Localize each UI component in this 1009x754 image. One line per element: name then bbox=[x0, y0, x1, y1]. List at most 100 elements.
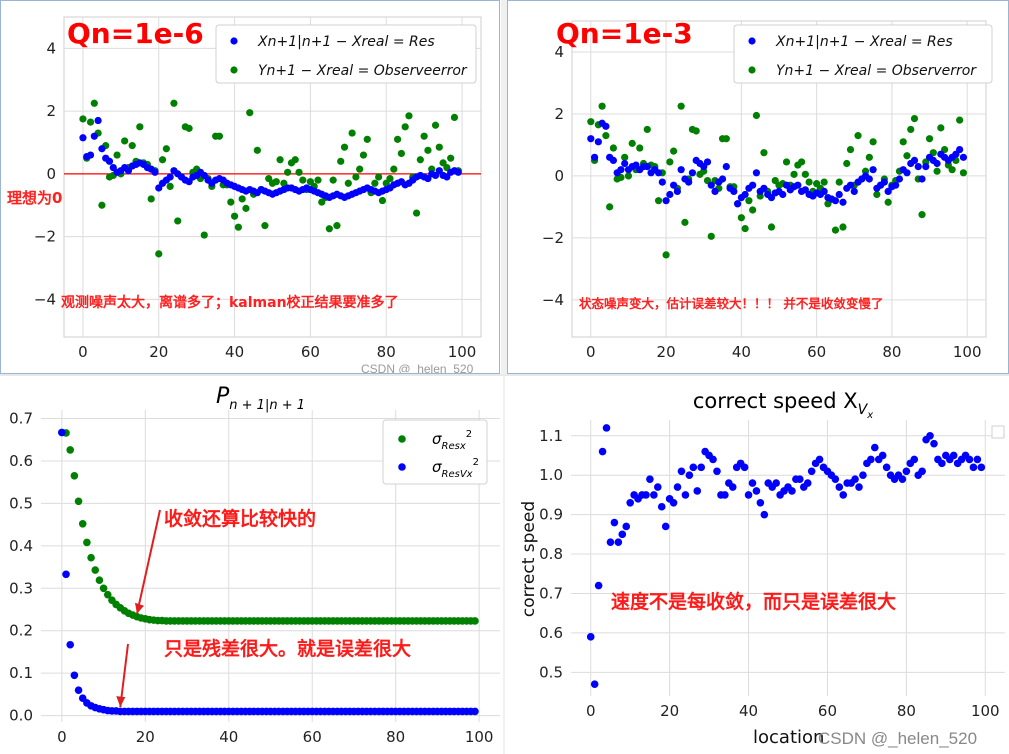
data-point bbox=[846, 145, 855, 154]
data-point bbox=[688, 169, 697, 177]
data-point bbox=[907, 125, 915, 134]
data-point bbox=[166, 182, 174, 191]
data-point bbox=[636, 144, 644, 152]
data-point bbox=[745, 197, 753, 205]
data-point bbox=[703, 158, 712, 166]
data-point bbox=[869, 138, 877, 146]
chart-title: Qn=1e-3 bbox=[556, 17, 693, 50]
data-point bbox=[835, 483, 844, 491]
data-point bbox=[756, 499, 765, 507]
data-point bbox=[859, 471, 867, 479]
data-point bbox=[737, 214, 745, 222]
data-point bbox=[658, 178, 666, 186]
legend-label: σResx2 bbox=[432, 429, 472, 452]
data-point bbox=[128, 142, 136, 150]
data-point bbox=[748, 479, 757, 487]
chart-title: Qn=1e-6 bbox=[67, 17, 204, 50]
data-point bbox=[956, 145, 964, 154]
data-point bbox=[390, 165, 398, 173]
data-point bbox=[371, 179, 379, 187]
data-point bbox=[598, 102, 606, 110]
data-point bbox=[910, 156, 919, 165]
data-point bbox=[669, 499, 678, 507]
data-point bbox=[749, 206, 757, 214]
data-point bbox=[831, 475, 840, 483]
data-point bbox=[375, 173, 383, 181]
annotation-arrow-head bbox=[134, 602, 144, 614]
data-point bbox=[624, 172, 633, 180]
x-tick-label: 100 bbox=[971, 702, 1000, 720]
y-tick-label: 1.0 bbox=[539, 466, 563, 484]
data-point bbox=[948, 166, 956, 174]
data-point bbox=[709, 455, 717, 464]
y-tick-label: −4 bbox=[542, 291, 564, 309]
data-point bbox=[865, 153, 873, 161]
data-point bbox=[752, 487, 761, 495]
data-point bbox=[95, 576, 104, 585]
data-point bbox=[918, 467, 926, 476]
legend-marker bbox=[748, 66, 756, 74]
data-point bbox=[878, 451, 887, 460]
data-point bbox=[397, 149, 405, 158]
data-point bbox=[447, 154, 455, 162]
data-point bbox=[914, 163, 922, 171]
data-point bbox=[718, 175, 727, 183]
x-tick-label: 40 bbox=[739, 702, 758, 720]
data-point bbox=[170, 99, 178, 107]
data-point bbox=[855, 483, 863, 491]
annotation-residual: 只是残差很大。就是误差很大 bbox=[164, 637, 411, 660]
data-point bbox=[151, 168, 159, 176]
panel-divider-horizontal bbox=[0, 374, 1009, 376]
data-point bbox=[162, 145, 170, 153]
data-point bbox=[215, 132, 224, 140]
data-point bbox=[873, 190, 881, 199]
data-point bbox=[697, 463, 705, 472]
data-point bbox=[295, 168, 303, 176]
panel-divider-vertical bbox=[501, 0, 507, 754]
x-tick-label: 20 bbox=[136, 728, 155, 746]
data-point bbox=[602, 122, 610, 130]
data-point bbox=[666, 158, 674, 166]
data-point bbox=[956, 116, 964, 124]
data-point bbox=[846, 181, 855, 189]
data-point bbox=[933, 167, 941, 175]
data-point bbox=[471, 707, 479, 716]
data-point bbox=[185, 124, 193, 132]
data-point bbox=[98, 201, 106, 209]
data-point bbox=[779, 190, 787, 199]
data-point bbox=[86, 118, 95, 126]
data-point bbox=[835, 178, 843, 186]
data-point bbox=[666, 190, 674, 199]
data-point bbox=[617, 166, 625, 174]
data-point bbox=[412, 209, 421, 217]
data-point bbox=[621, 159, 629, 168]
data-point bbox=[918, 175, 926, 183]
data-point bbox=[622, 522, 631, 531]
data-point bbox=[867, 455, 875, 464]
y-tick-label: −2 bbox=[34, 228, 56, 246]
y-tick-label: 0.6 bbox=[9, 452, 33, 470]
data-point bbox=[340, 143, 349, 151]
legend-box bbox=[733, 24, 993, 84]
data-point bbox=[740, 463, 749, 472]
data-point bbox=[79, 115, 87, 123]
data-point bbox=[431, 121, 440, 129]
data-point bbox=[230, 212, 239, 220]
data-point bbox=[839, 198, 847, 206]
data-point bbox=[673, 187, 681, 195]
data-point bbox=[839, 223, 847, 231]
legend: σResx2 σResVx2 bbox=[382, 419, 488, 485]
data-point bbox=[903, 152, 911, 160]
x-tick-label: 60 bbox=[818, 702, 837, 720]
x-tick-label: 40 bbox=[225, 343, 244, 361]
legend-label: Xn+1|n+1 − Xreal = Res bbox=[775, 34, 953, 50]
data-point bbox=[752, 169, 761, 177]
data-point bbox=[772, 479, 780, 487]
data-point bbox=[752, 111, 761, 120]
y-tick-label: 2 bbox=[554, 105, 564, 123]
data-point bbox=[892, 181, 900, 189]
data-point bbox=[707, 181, 715, 189]
y-tick-label: 0.5 bbox=[9, 494, 33, 512]
legend-label: Yn+1 − Xreal = Observeerror bbox=[258, 63, 468, 79]
data-point bbox=[685, 471, 694, 479]
